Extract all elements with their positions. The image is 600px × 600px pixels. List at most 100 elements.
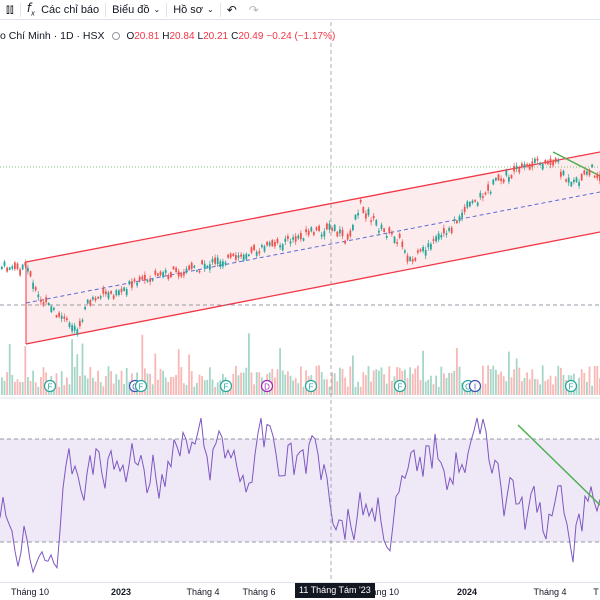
volume-bar <box>354 386 357 395</box>
event-marker: I <box>468 379 482 393</box>
bar-style-button[interactable]: ⫾⫾ <box>0 0 20 20</box>
volume-bar <box>515 358 518 395</box>
candle-body <box>411 259 414 262</box>
volume-bar <box>523 377 526 395</box>
open-value: O20.81 <box>126 30 160 42</box>
volume-bar <box>591 385 593 395</box>
chart-menu-button[interactable]: Biểu đồ ⌄ <box>106 0 166 20</box>
rsi-line <box>0 417 600 574</box>
volume-bar <box>211 379 214 395</box>
candle-body <box>112 295 115 299</box>
symbol-name[interactable]: o Chí Minh · 1D · HSX <box>0 30 105 42</box>
candle-body <box>175 267 177 272</box>
profile-menu-button[interactable]: Hồ sơ ⌄ <box>167 0 220 20</box>
time-tick: Tháng 4 <box>186 587 220 597</box>
candle-body <box>440 235 443 238</box>
candle-body <box>492 179 495 185</box>
volume-bar <box>281 370 284 395</box>
candle-body <box>177 271 180 277</box>
candle-body <box>570 181 573 187</box>
volume-bar <box>422 350 424 395</box>
volume-bar <box>209 367 211 395</box>
volume-bar <box>183 383 185 395</box>
candle-body <box>73 325 76 331</box>
candle-body <box>198 270 201 273</box>
candle-body <box>8 267 11 270</box>
volume-bar <box>357 381 359 395</box>
volume-bar <box>414 368 417 395</box>
volume-bar <box>245 367 248 395</box>
volume-series <box>1 333 600 395</box>
volume-bar <box>583 373 586 395</box>
candle-body <box>531 161 534 168</box>
volume-bar <box>349 366 352 395</box>
event-marker-circle <box>134 379 148 393</box>
event-marker-label: F <box>224 383 229 392</box>
volume-bar <box>510 377 513 395</box>
price-pane: FCFFDFFCIF <box>0 151 600 395</box>
undo-button[interactable]: ↶ <box>221 0 243 20</box>
candle-body <box>237 255 240 258</box>
candle-body <box>71 325 73 332</box>
candle-body <box>484 192 487 195</box>
volume-bar <box>518 367 521 395</box>
time-axis[interactable]: Tháng 10 2023 Tháng 4 Tháng 6 Tháng 10 2… <box>0 582 600 600</box>
crosshair-date-label: 11 Tháng Tám '23 <box>295 583 375 598</box>
candle-body <box>125 288 128 296</box>
volume-bar <box>206 379 209 395</box>
high-value: H20.84 <box>162 30 195 42</box>
candle-body <box>141 276 144 280</box>
candle-body <box>549 158 552 166</box>
candle-body <box>313 232 315 235</box>
redo-button[interactable]: ↷ <box>243 0 265 20</box>
candle-body <box>547 160 549 165</box>
volume-bar <box>81 343 84 395</box>
volume-bar <box>120 370 123 395</box>
candle-body <box>84 306 86 310</box>
candle-body <box>445 233 448 235</box>
event-marker-label: I <box>474 383 476 392</box>
candle-body <box>154 270 157 275</box>
volume-bar <box>21 382 24 395</box>
volume-bar <box>344 377 346 395</box>
candle-body <box>586 171 588 175</box>
time-tick: Tháng 10 <box>10 587 50 597</box>
volume-bar <box>255 372 258 395</box>
candle-body <box>149 278 151 282</box>
candle-body <box>131 281 133 288</box>
candle-body <box>37 294 40 298</box>
volume-bar <box>235 366 237 395</box>
volume-bar <box>112 383 115 395</box>
candle-body <box>500 178 502 182</box>
candle-body <box>214 257 216 264</box>
time-tick: 2023 <box>110 587 132 597</box>
candle-body <box>219 261 222 267</box>
candle-body <box>424 250 427 256</box>
candle-body <box>86 299 89 304</box>
volume-bar <box>42 367 45 395</box>
volume-bar <box>336 381 339 395</box>
candle-body <box>16 263 19 269</box>
candle-body <box>138 276 141 281</box>
top-toolbar: ⫾⫾ fx Các chỉ báo Biểu đồ ⌄ Hồ sơ ⌄ ↶ ↷ <box>0 0 600 20</box>
volume-bar <box>497 374 500 395</box>
volume-bar <box>164 377 167 395</box>
volume-bar <box>188 354 190 395</box>
volume-bar <box>513 369 515 395</box>
volume-bar <box>352 355 354 395</box>
volume-bar <box>315 365 318 395</box>
candle-body <box>450 227 453 234</box>
indicators-label: Các chỉ báo <box>41 3 100 16</box>
candle-body <box>404 250 406 253</box>
volume-bar <box>341 368 344 395</box>
candle-body <box>437 233 440 240</box>
candle-body <box>391 232 393 235</box>
time-tick: Tháng 4 <box>533 587 567 597</box>
volume-bar <box>484 383 487 395</box>
volume-bar <box>300 366 302 395</box>
indicators-button[interactable]: fx Các chỉ báo <box>21 0 105 20</box>
toolbar-divider <box>19 2 21 17</box>
volume-bar <box>492 365 495 395</box>
volume-bar <box>279 348 281 395</box>
